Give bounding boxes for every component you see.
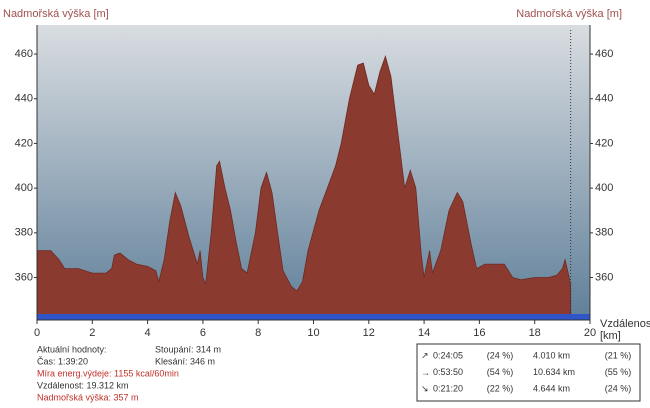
table-cell: (24 %) — [605, 383, 632, 393]
y-tick-label: 440 — [15, 93, 33, 105]
baseline-band — [37, 314, 590, 320]
y-tick-label: 420 — [15, 137, 33, 149]
y-tick-label: 360 — [15, 271, 33, 283]
table-cell: (21 %) — [605, 350, 632, 360]
x-tick-label: 0 — [34, 327, 40, 339]
y2-axis-title: Nadmořská výška [m] — [516, 8, 622, 20]
y-tick-label: 400 — [15, 182, 33, 194]
table-cell: 10.634 km — [533, 367, 575, 377]
x-axis-unit: [km] — [600, 330, 621, 342]
y-axis-title: Nadmořská výška [m] — [3, 8, 109, 20]
panel-text: Míra energ.výdeje: 1155 kcal/60min — [37, 368, 179, 378]
table-box — [416, 343, 641, 402]
table-cell: 0:21:20 — [433, 383, 463, 393]
x-tick-label: 10 — [307, 327, 319, 339]
x-tick-label: 18 — [529, 327, 541, 339]
x-tick-label: 2 — [89, 327, 95, 339]
table-cell: 4.010 km — [533, 350, 570, 360]
table-cell: (24 %) — [487, 350, 514, 360]
y-tick-label: 460 — [15, 48, 33, 60]
y2-tick-label: 460 — [595, 48, 613, 60]
y2-tick-label: 440 — [595, 93, 613, 105]
x-tick-label: 8 — [255, 327, 261, 339]
x-tick-label: 20 — [584, 327, 596, 339]
table-cell: 4.644 km — [533, 383, 570, 393]
info-panel: ↗ → ↘ — [416, 343, 641, 402]
y2-tick-label: 380 — [595, 227, 613, 239]
y-tick-label: 380 — [15, 227, 33, 239]
panel-text: Klesání: 346 m — [155, 356, 215, 366]
elevation-area — [36, 54, 572, 321]
y2-tick-label: 420 — [595, 137, 613, 149]
table-cell: (55 %) — [605, 367, 632, 377]
panel-text: Nadmořská výška: 357 m — [37, 392, 139, 402]
arrow-up: ↗ — [421, 350, 429, 360]
panel-text: Aktuální hodnoty: — [37, 344, 107, 354]
panel-text: Vzdálenost: 19.312 km — [37, 380, 129, 390]
table-cell: (54 %) — [487, 367, 514, 377]
x-tick-label: 12 — [363, 327, 375, 339]
table-cell: 0:53:50 — [433, 367, 463, 377]
y2-tick-label: 360 — [595, 271, 613, 283]
panel-text: Stoupání: 314 m — [155, 344, 221, 354]
arrow-down: ↘ — [421, 383, 429, 393]
x-tick-label: 14 — [418, 327, 430, 339]
x-tick-label: 6 — [200, 327, 206, 339]
x-axis-title: Vzdálenost — [600, 318, 650, 330]
panel-text: Čas: 1:39:20 — [37, 356, 88, 366]
table-cell: (22 %) — [487, 383, 514, 393]
y2-tick-label: 400 — [595, 182, 613, 194]
arrow-flat: → — [421, 367, 430, 377]
x-tick-label: 16 — [473, 327, 485, 339]
x-tick-label: 4 — [145, 327, 151, 339]
table-cell: 0:24:05 — [433, 350, 463, 360]
